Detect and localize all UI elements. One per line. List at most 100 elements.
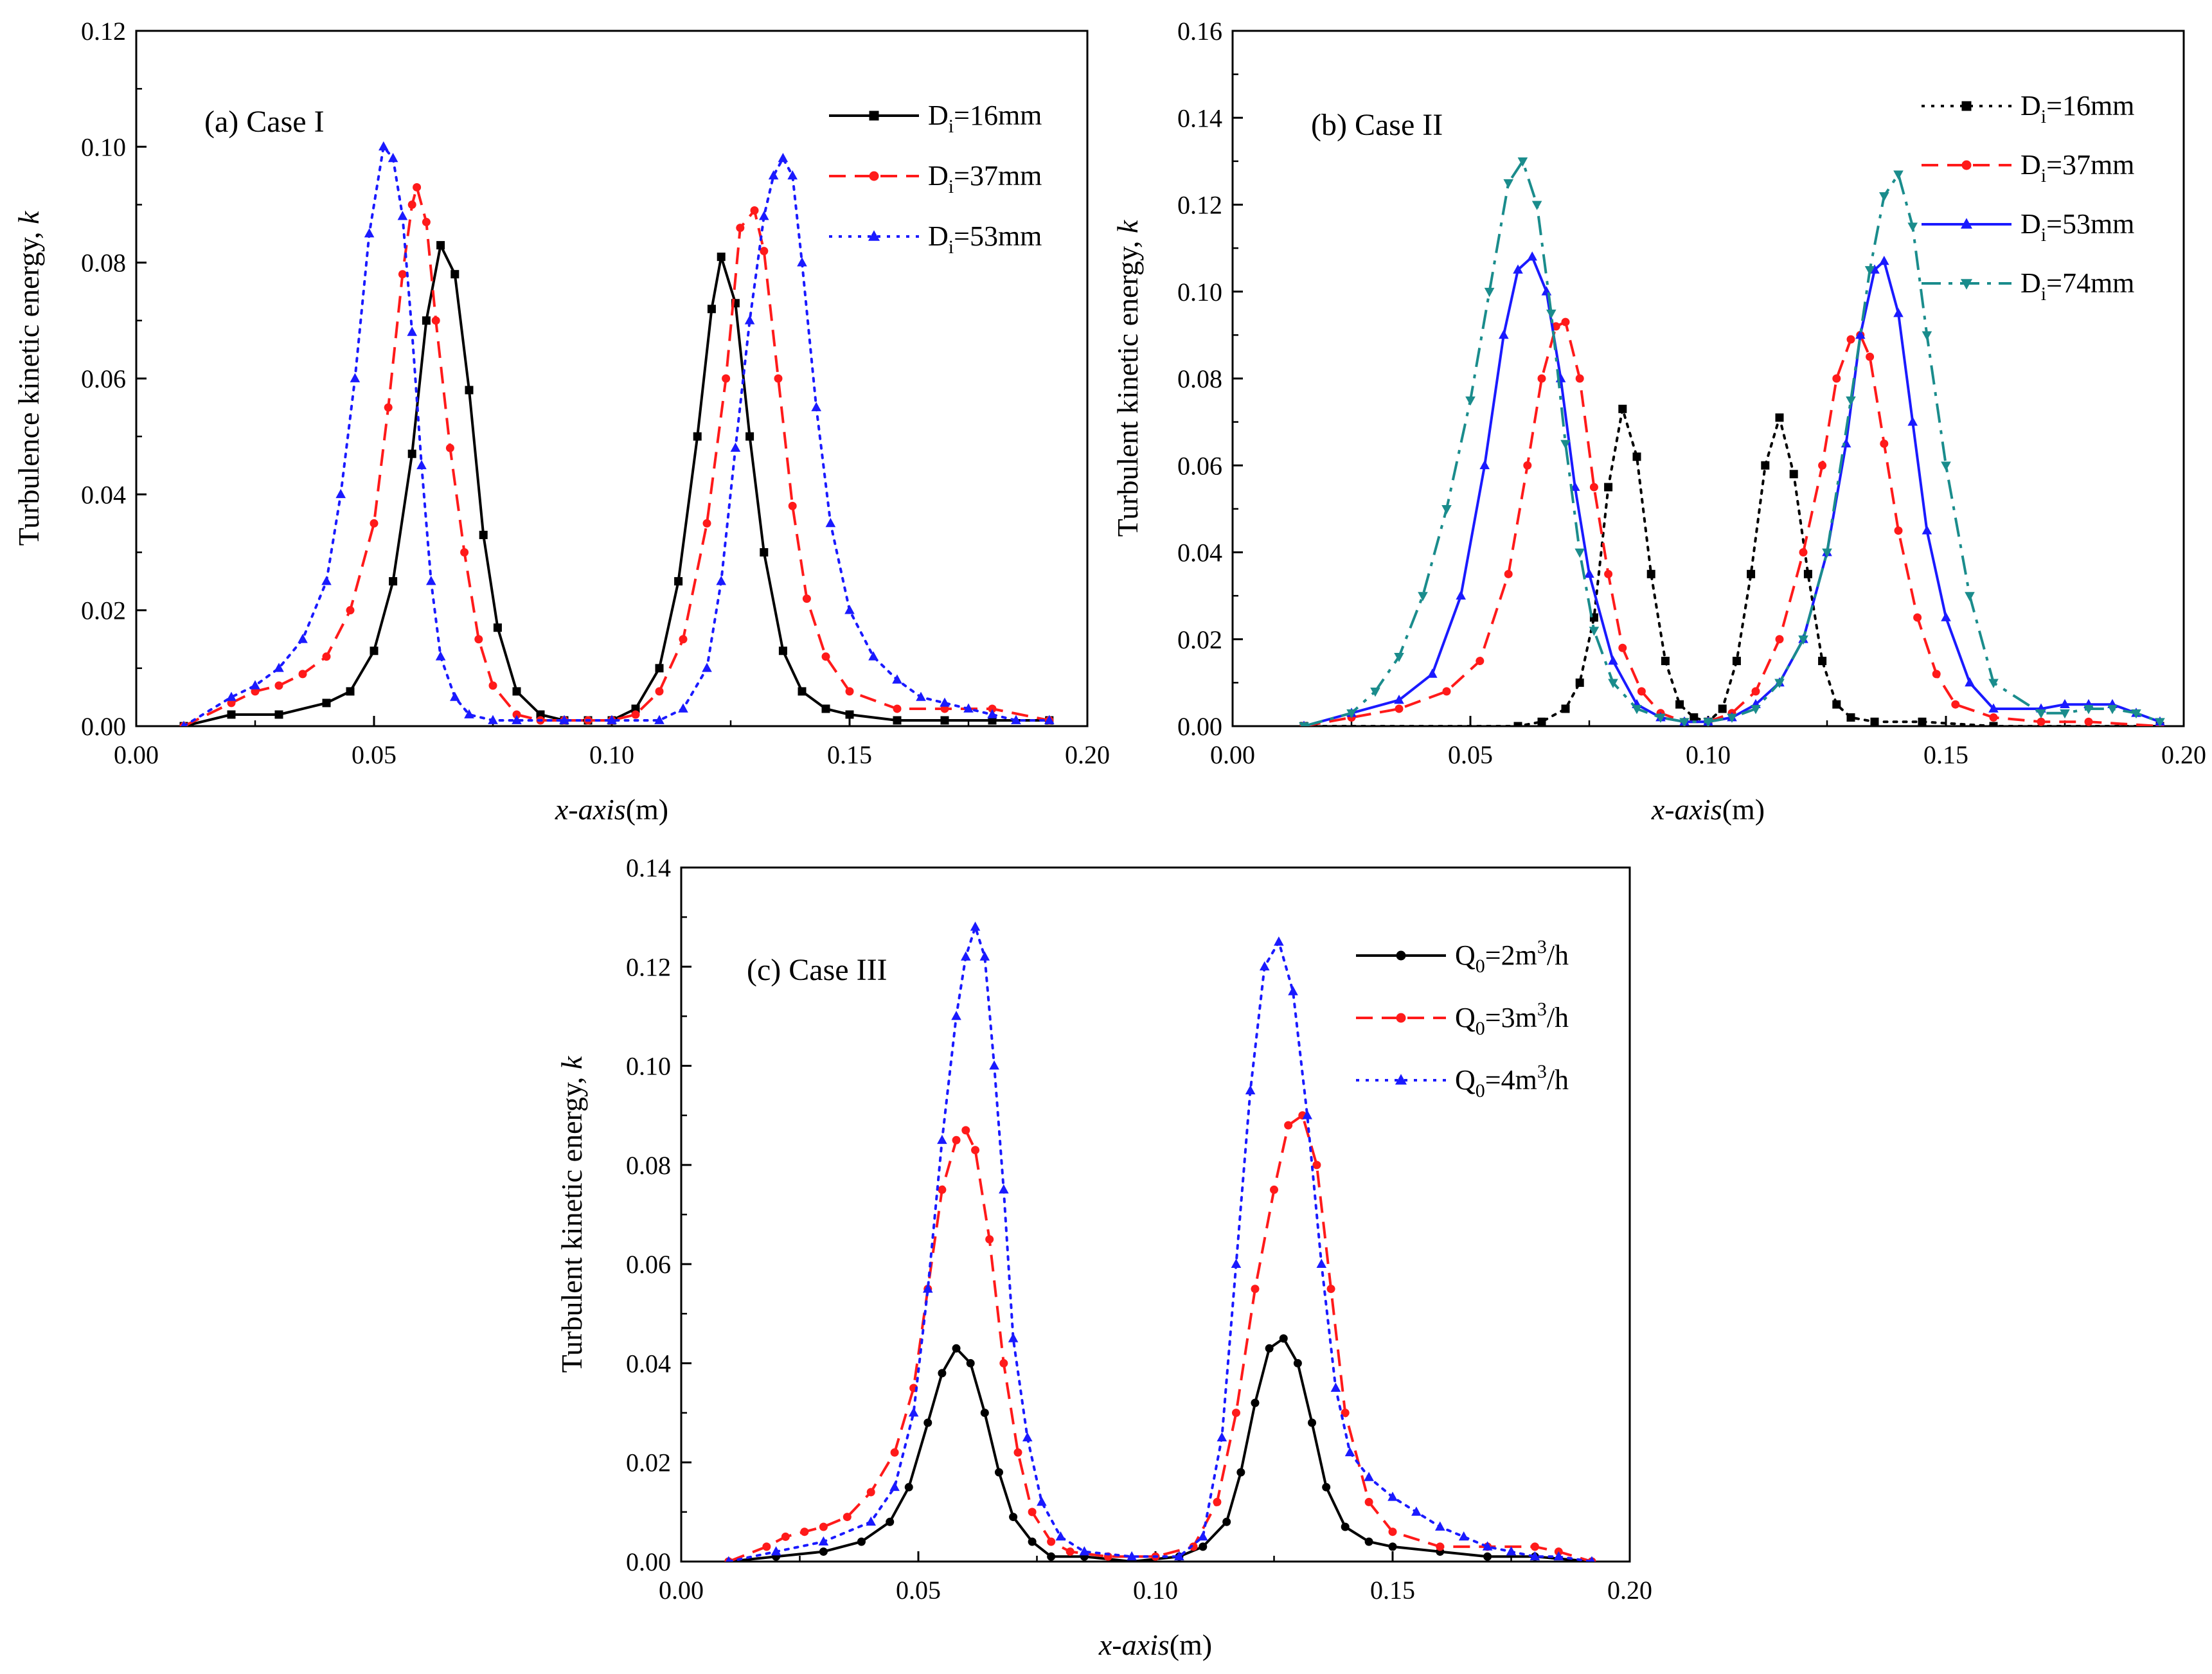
data-point <box>1922 525 1932 535</box>
data-point <box>1316 1258 1327 1268</box>
data-point <box>2155 718 2165 726</box>
legend-item: Q0=3m3/h <box>1356 999 1569 1039</box>
data-point <box>1551 322 1560 331</box>
y-axis-title: Turbulent kinetic energy, k <box>1111 219 1144 537</box>
data-point <box>512 715 522 724</box>
data-point <box>1761 461 1770 470</box>
data-point <box>346 687 355 696</box>
data-point <box>1922 331 1932 341</box>
data-point <box>811 402 821 411</box>
data-point <box>940 697 950 707</box>
data-point <box>940 716 949 725</box>
legend-label: Q0=3m3/h <box>1455 999 1569 1039</box>
data-point <box>1679 718 1690 726</box>
data-point <box>413 183 422 191</box>
data-point <box>1632 705 1642 715</box>
legend-item: Di=53mm <box>1922 208 2134 245</box>
data-point <box>1028 1537 1037 1546</box>
data-point <box>1690 713 1699 722</box>
legend-swatch-marker <box>1961 218 1972 229</box>
data-point <box>1818 461 1827 470</box>
y-tick-label: 0.04 <box>626 1349 671 1378</box>
data-point <box>298 670 307 679</box>
data-point <box>1274 936 1284 946</box>
data-point <box>1199 1542 1208 1551</box>
data-point <box>1718 704 1727 713</box>
data-point <box>904 1483 913 1491</box>
data-point <box>1866 352 1875 361</box>
data-point <box>479 530 488 539</box>
series-1 <box>1299 404 2164 726</box>
data-point <box>2037 717 2046 726</box>
data-point <box>893 716 902 725</box>
legend-swatch-marker <box>1396 950 1406 961</box>
chart-panel-a: 0.00 0.05 0.10 0.15 0.20 0.00 0.02 0.04 0.06 0.08… <box>12 17 1110 826</box>
data-point <box>1482 1541 1493 1551</box>
data-point <box>493 623 502 632</box>
data-point <box>322 699 331 708</box>
y-tick-label: 0.02 <box>81 596 126 625</box>
data-point <box>693 432 702 441</box>
data-point <box>819 1547 828 1556</box>
y-axis-title: Turbulent kinetic energy, k <box>555 1055 588 1373</box>
data-point <box>298 634 308 643</box>
data-point <box>923 1418 932 1427</box>
legend: Di=16mm Di=37mm Di=53mm Di=74mm <box>1922 90 2134 305</box>
y-axis-title: Turbulence kinetic energy, k <box>12 210 45 546</box>
legend-swatch-marker <box>869 171 879 181</box>
data-point <box>759 211 769 220</box>
data-point <box>1411 1506 1422 1516</box>
legend-item: Di=37mm <box>1922 149 2134 186</box>
data-point <box>1037 1496 1047 1506</box>
legend: Q0=2m3/h Q0=3m3/h Q0=4m3/h <box>1356 936 1569 1101</box>
data-point <box>987 709 997 718</box>
x-tick-label: 0.20 <box>1607 1576 1652 1605</box>
legend-swatch-marker <box>1961 160 1972 170</box>
data-point <box>707 305 716 314</box>
data-point <box>1618 643 1627 652</box>
data-point <box>426 576 436 585</box>
data-point <box>1907 222 1918 232</box>
data-point <box>1553 1551 1564 1561</box>
data-point <box>226 691 236 701</box>
data-point <box>1022 1432 1033 1441</box>
data-point <box>1189 1542 1198 1551</box>
data-point <box>702 663 712 672</box>
data-point <box>908 1407 919 1417</box>
data-point <box>1364 1472 1374 1481</box>
data-point <box>979 951 990 961</box>
data-point <box>889 1481 900 1491</box>
data-point <box>980 1409 989 1418</box>
data-point <box>370 646 379 655</box>
data-point <box>1299 722 1309 726</box>
data-point <box>1988 679 1999 688</box>
data-point <box>999 1358 1008 1367</box>
data-point <box>1907 416 1918 426</box>
data-point <box>952 1344 961 1353</box>
data-point <box>1395 704 1404 713</box>
series-line <box>1303 255 2161 726</box>
data-point <box>435 651 446 661</box>
series-line <box>1303 159 2161 726</box>
data-point <box>1951 700 1960 709</box>
series-3 <box>726 922 1595 1562</box>
data-point <box>922 1283 933 1293</box>
data-point <box>985 1235 994 1244</box>
x-tick-label: 0.00 <box>114 740 159 769</box>
data-point <box>1632 452 1641 461</box>
y-tick-label: 0.14 <box>1177 103 1222 132</box>
data-point <box>678 703 688 713</box>
data-point <box>1066 1547 1075 1556</box>
data-point <box>1803 569 1812 578</box>
data-point <box>736 224 745 233</box>
data-point <box>431 316 440 325</box>
data-point <box>797 257 807 267</box>
data-point <box>607 715 617 724</box>
data-point <box>1584 568 1594 578</box>
data-point <box>1988 703 1999 713</box>
data-point <box>465 386 474 395</box>
data-point <box>1341 1522 1350 1531</box>
data-point <box>1832 700 1841 709</box>
data-point <box>819 1522 828 1531</box>
x-tick-label: 0.10 <box>589 740 634 769</box>
